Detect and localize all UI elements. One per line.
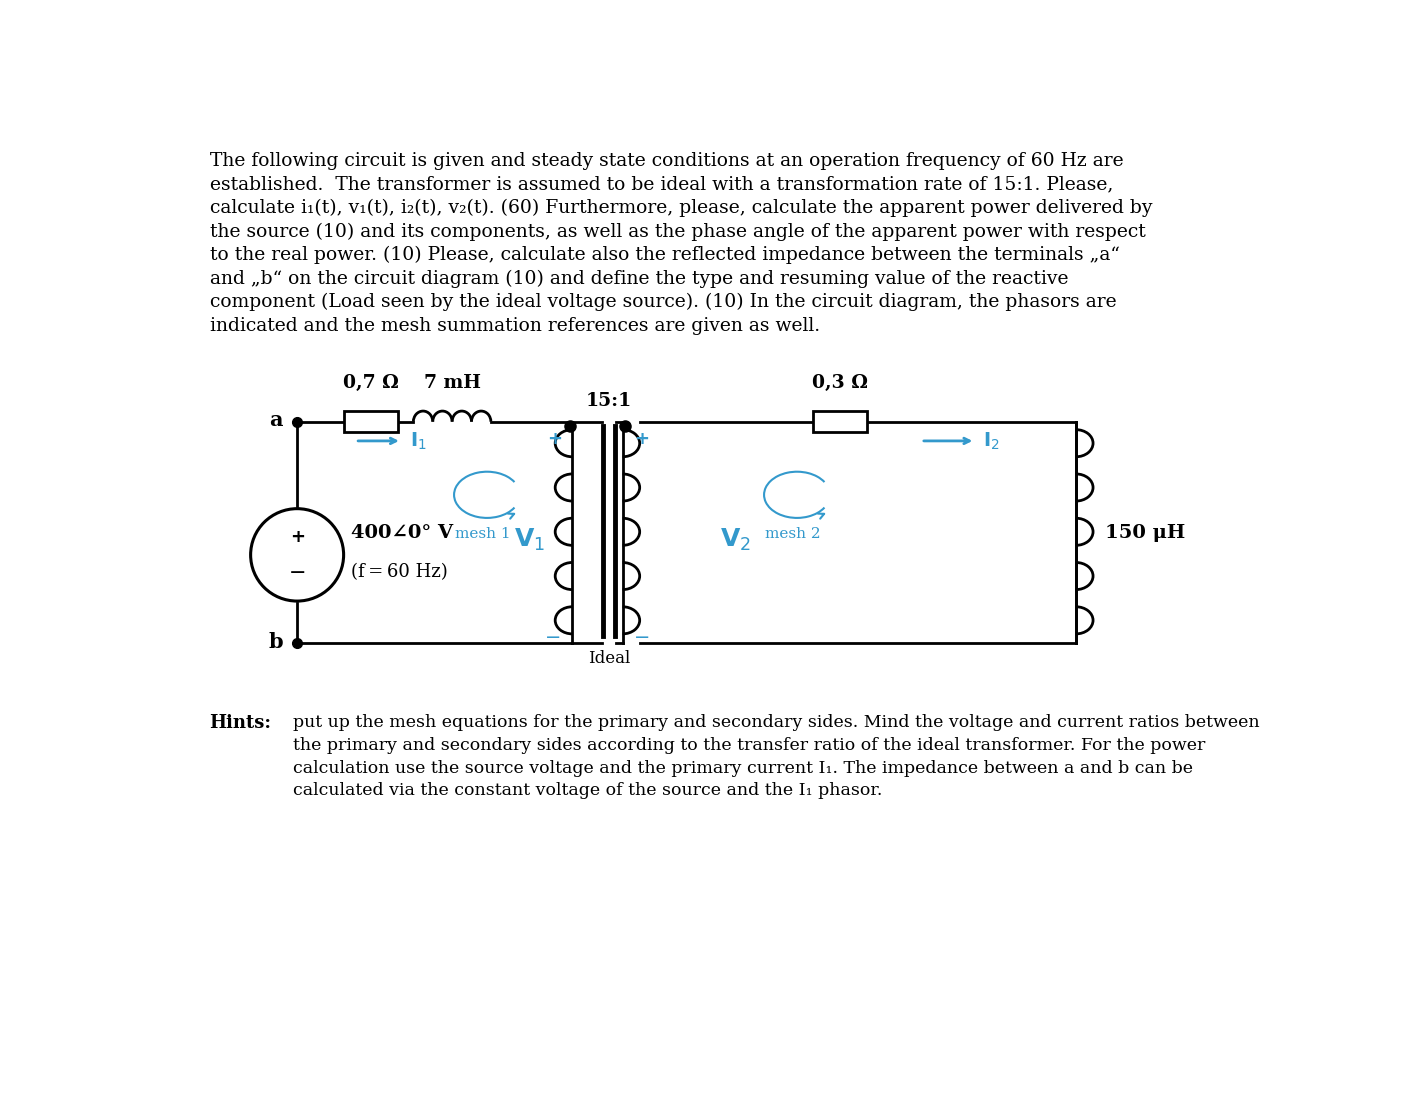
- Text: $\mathbf{V}_1$: $\mathbf{V}_1$: [514, 527, 545, 554]
- Text: 15:1: 15:1: [586, 392, 632, 410]
- Text: b: b: [269, 632, 283, 652]
- Text: (f = 60 Hz): (f = 60 Hz): [351, 563, 447, 580]
- Text: +: +: [634, 430, 650, 448]
- Text: +: +: [547, 430, 562, 448]
- Text: 0,7 Ω: 0,7 Ω: [343, 374, 399, 392]
- Text: the primary and secondary sides according to the transfer ratio of the ideal tra: the primary and secondary sides accordin…: [293, 737, 1205, 754]
- Text: to the real power. (10) Please, calculate also the reflected impedance between t: to the real power. (10) Please, calculat…: [210, 246, 1120, 264]
- Text: calculated via the constant voltage of the source and the I₁ phasor.: calculated via the constant voltage of t…: [293, 782, 882, 800]
- Text: $\mathbf{I}_2$: $\mathbf{I}_2$: [983, 430, 1000, 451]
- Text: calculation use the source voltage and the primary current I₁. The impedance bet: calculation use the source voltage and t…: [293, 760, 1194, 776]
- Text: the source (10) and its components, as well as the phase angle of the apparent p: the source (10) and its components, as w…: [210, 223, 1146, 241]
- Text: −: −: [545, 628, 561, 647]
- Text: a: a: [269, 410, 283, 430]
- Text: put up the mesh equations for the primary and secondary sides. Mind the voltage : put up the mesh equations for the primar…: [293, 714, 1260, 731]
- Text: $\mathbf{I}_1$: $\mathbf{I}_1$: [409, 430, 426, 451]
- Text: 0,3 Ω: 0,3 Ω: [811, 374, 868, 392]
- Bar: [813, 411, 867, 432]
- Text: −: −: [289, 563, 306, 583]
- Text: 7 mH: 7 mH: [423, 374, 480, 392]
- Text: 150 μH: 150 μH: [1104, 524, 1185, 541]
- Text: established.  The transformer is assumed to be ideal with a transformation rate : established. The transformer is assumed …: [210, 176, 1113, 194]
- Text: mesh 2: mesh 2: [765, 527, 821, 541]
- Bar: [344, 411, 398, 432]
- Text: 400∠0° V: 400∠0° V: [351, 525, 453, 543]
- Text: mesh 1: mesh 1: [456, 527, 511, 541]
- Text: indicated and the mesh summation references are given as well.: indicated and the mesh summation referen…: [210, 316, 820, 334]
- Text: Ideal: Ideal: [588, 649, 630, 666]
- Text: −: −: [634, 628, 650, 647]
- Text: component (Load seen by the ideal voltage source). (10) In the circuit diagram, : component (Load seen by the ideal voltag…: [210, 293, 1116, 311]
- Text: calculate i₁(t), v₁(t), i₂(t), v₂(t). (60) Furthermore, please, calculate the ap: calculate i₁(t), v₁(t), i₂(t), v₂(t). (6…: [210, 199, 1153, 217]
- Text: and „b“ on the circuit diagram (10) and define the type and resuming value of th: and „b“ on the circuit diagram (10) and …: [210, 270, 1068, 287]
- Text: +: +: [290, 528, 304, 546]
- Text: The following circuit is given and steady state conditions at an operation frequ: The following circuit is given and stead…: [210, 153, 1123, 170]
- Text: Hints:: Hints:: [210, 714, 272, 732]
- Text: $\mathbf{V}_2$: $\mathbf{V}_2$: [719, 527, 750, 554]
